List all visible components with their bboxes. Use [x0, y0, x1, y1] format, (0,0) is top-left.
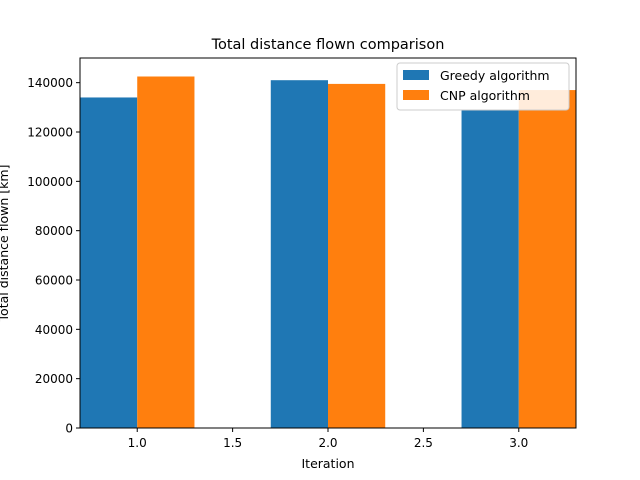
y-tick-label: 0	[65, 422, 73, 436]
x-axis: 1.0 1.5 2.0 2.5 3.0	[128, 428, 528, 450]
bar-series-2-x-3	[518, 90, 576, 429]
bar-series-2-x-2	[328, 83, 386, 429]
y-axis: 0 20000 40000 60000 80000 100000 120000 140000	[27, 76, 80, 436]
legend-label: CNP algorithm	[440, 88, 530, 103]
x-axis-label: Iteration	[301, 456, 354, 471]
x-tick-label: 1.0	[128, 436, 147, 450]
legend: Greedy algorithm CNP algorithm	[396, 62, 570, 111]
y-tick-label: 100000	[27, 175, 73, 189]
x-tick-label: 3.0	[509, 436, 528, 450]
plot-frame	[79, 57, 577, 429]
y-tick-label: 20000	[35, 372, 73, 386]
legend-label: Greedy algorithm	[440, 68, 550, 83]
legend-swatch	[403, 90, 429, 100]
y-tick-label: 140000	[27, 76, 73, 90]
y-tick-label: 80000	[35, 224, 73, 238]
y-axis-label: Total distance flown [km]	[0, 165, 11, 323]
legend-box	[396, 62, 570, 111]
x-tick-label: 2.5	[414, 436, 433, 450]
bar-series-1-x-2	[270, 80, 328, 428]
y-tick-label: 120000	[27, 126, 73, 140]
y-tick-label: 60000	[35, 274, 73, 288]
legend-swatch	[403, 70, 429, 80]
y-tick-label: 40000	[35, 323, 73, 337]
x-tick-label: 2.0	[318, 436, 337, 450]
bars-group	[80, 76, 576, 429]
bar-series-1-x-1	[80, 97, 138, 428]
chart-title: Total distance flown comparison	[211, 37, 445, 53]
bar-series-1-x-3	[461, 109, 519, 429]
bar-series-2-x-1	[137, 76, 195, 428]
x-tick-label: 1.5	[223, 436, 242, 450]
